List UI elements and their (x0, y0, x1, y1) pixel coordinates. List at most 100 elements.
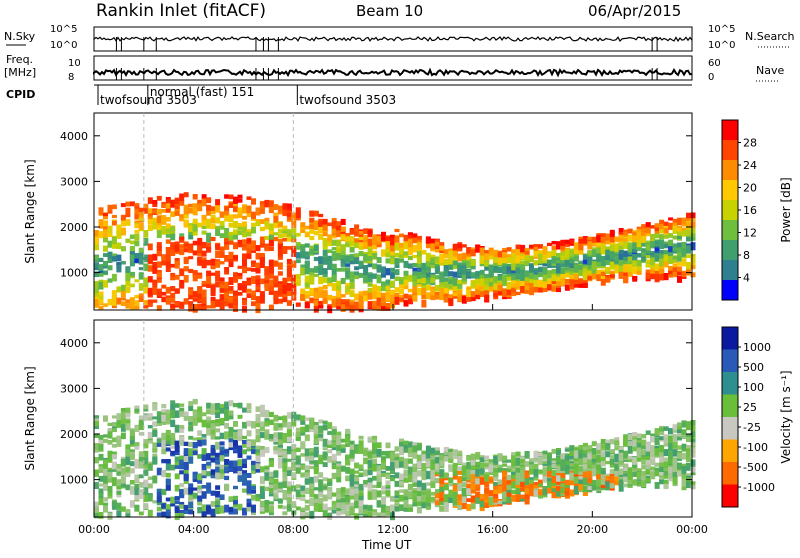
data-cell (206, 403, 211, 409)
data-cell (578, 244, 583, 251)
data-cell (345, 488, 350, 492)
data-cell (614, 464, 619, 471)
data-cell (202, 464, 207, 468)
data-cell (565, 274, 570, 278)
data-cell (336, 477, 341, 482)
data-cell (417, 496, 422, 502)
data-cell (480, 248, 485, 256)
data-cell (99, 435, 104, 440)
data-cell (116, 262, 121, 265)
data-cell (318, 229, 323, 233)
data-cell (215, 226, 220, 230)
data-cell (520, 482, 525, 487)
data-cell (260, 450, 265, 457)
data-cell (202, 260, 207, 267)
data-cell (260, 507, 265, 511)
data-cell (130, 201, 135, 206)
data-cell (417, 272, 422, 279)
data-cell (170, 465, 175, 471)
data-cell (103, 271, 108, 275)
data-cell (448, 459, 453, 464)
data-cell (682, 231, 687, 237)
data-cell (605, 461, 610, 464)
data-cell (157, 443, 162, 447)
data-cell (336, 502, 341, 508)
data-cell (202, 251, 207, 257)
data-cell (229, 236, 234, 241)
data-cell (516, 473, 521, 478)
data-cell (314, 487, 319, 490)
data-cell (318, 287, 323, 291)
data-cell (363, 291, 368, 295)
data-cell (655, 254, 660, 261)
data-cell (94, 458, 99, 463)
nave-tick-bottom: 0 (708, 72, 714, 83)
data-cell (421, 278, 426, 283)
data-cell (462, 482, 467, 487)
data-cell (242, 422, 247, 429)
data-cell (157, 215, 162, 223)
data-cell (601, 245, 606, 252)
data-cell (327, 234, 332, 241)
data-cell (538, 453, 543, 457)
data-cell (251, 495, 256, 501)
data-cell (395, 244, 400, 251)
data-cell (184, 448, 189, 454)
data-cell (247, 196, 252, 200)
nave-label: Nave (756, 64, 784, 77)
data-cell (520, 495, 525, 499)
data-cell (130, 255, 135, 262)
data-cell (529, 245, 534, 249)
data-cell (601, 237, 606, 243)
data-cell (269, 478, 274, 483)
data-cell (99, 440, 104, 444)
data-cell (251, 212, 256, 219)
data-cell (453, 449, 458, 456)
data-cell (273, 224, 278, 228)
data-cell (332, 435, 337, 441)
data-cell (332, 275, 337, 282)
data-cell (233, 277, 238, 283)
data-cell (520, 460, 525, 464)
data-cell (538, 244, 543, 249)
data-cell (108, 205, 113, 211)
data-cell (453, 499, 458, 505)
nave-tick-top: 60 (708, 58, 721, 69)
data-cell (166, 234, 171, 238)
data-cell (125, 202, 130, 207)
data-cell (372, 476, 377, 481)
data-cell (686, 246, 691, 253)
data-cell (605, 277, 610, 282)
data-cell (282, 511, 287, 515)
data-cell (166, 479, 171, 486)
data-cell (121, 291, 126, 297)
data-cell (125, 214, 130, 217)
data-cell (417, 251, 422, 257)
data-cell (493, 482, 498, 486)
data-cell (386, 268, 391, 275)
data-cell (184, 488, 189, 495)
data-cell (211, 273, 216, 276)
data-cell (121, 301, 126, 306)
data-cell (188, 235, 193, 239)
data-cell (112, 215, 117, 218)
data-cell (484, 290, 489, 293)
data-cell (323, 421, 328, 425)
data-cell (148, 432, 153, 439)
data-cell (614, 265, 619, 271)
data-cell (148, 510, 153, 517)
data-cell (94, 286, 99, 293)
data-cell (247, 480, 252, 485)
data-cell (336, 281, 341, 285)
data-cell (498, 501, 503, 505)
data-cell (247, 254, 252, 259)
data-cell (229, 286, 234, 291)
data-cell (381, 451, 386, 456)
data-cell (197, 204, 202, 212)
data-cell (264, 477, 269, 481)
data-cell (457, 505, 462, 511)
data-cell (224, 255, 229, 262)
data-cell (184, 220, 189, 226)
data-cell (256, 287, 261, 290)
data-cell (529, 480, 534, 484)
